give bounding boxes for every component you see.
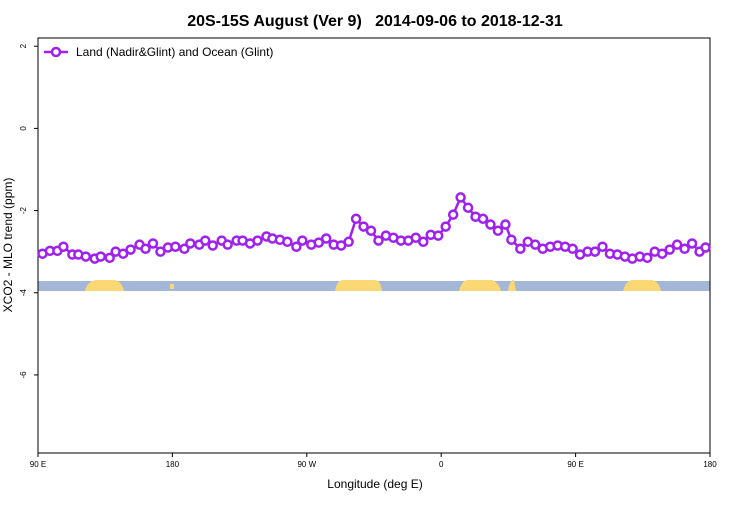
point xyxy=(104,252,115,264)
point xyxy=(686,238,698,249)
point xyxy=(567,243,578,255)
point xyxy=(222,239,233,250)
point xyxy=(365,225,377,236)
point xyxy=(170,241,181,252)
point xyxy=(485,219,496,230)
point xyxy=(597,241,608,252)
y-tick-label: 0 xyxy=(19,126,28,131)
point xyxy=(462,202,474,213)
legend-marker xyxy=(50,46,62,58)
chart-title: 20S-15S August (Ver 9) 2014-09-06 to 201… xyxy=(187,13,563,30)
point xyxy=(343,236,354,248)
point xyxy=(373,235,384,246)
x-tick-label: 90 E xyxy=(567,460,583,469)
point xyxy=(492,225,504,236)
point xyxy=(80,251,92,262)
point xyxy=(664,244,675,255)
point xyxy=(671,239,683,250)
point xyxy=(207,240,218,251)
point xyxy=(185,238,196,249)
land-ocean-strip xyxy=(38,279,710,291)
point xyxy=(477,213,489,225)
point xyxy=(252,235,263,246)
x-tick-label: 180 xyxy=(703,460,717,469)
y-tick-label: -2 xyxy=(19,206,28,214)
point xyxy=(95,251,106,262)
point xyxy=(200,235,211,246)
point xyxy=(313,237,324,248)
point xyxy=(700,242,711,253)
point xyxy=(515,243,526,255)
y-tick-label: -6 xyxy=(19,371,28,379)
legend-label: Land (Nadir&Glint) and Ocean (Glint) xyxy=(76,45,273,59)
point xyxy=(291,241,302,252)
point xyxy=(320,233,332,244)
point xyxy=(418,236,429,248)
point xyxy=(642,252,653,264)
point xyxy=(530,239,541,250)
point xyxy=(140,243,151,255)
point xyxy=(656,248,668,259)
y-axis-label: XCO2 - MLO trend (ppm) xyxy=(1,178,15,313)
point xyxy=(147,238,159,249)
point xyxy=(440,221,451,232)
point xyxy=(589,246,601,257)
point xyxy=(432,230,444,241)
x-axis-label: Longitude (deg E) xyxy=(327,477,422,491)
x-tick-label: 0 xyxy=(439,460,444,469)
y-tick-label: -4 xyxy=(19,289,28,297)
x-tick-label: 90 E xyxy=(30,460,46,469)
point xyxy=(358,221,369,232)
x-tick-label: 180 xyxy=(166,460,180,469)
point xyxy=(125,244,136,255)
y-tick-label: 2 xyxy=(19,43,28,48)
point xyxy=(455,192,466,203)
point xyxy=(58,241,69,252)
point xyxy=(447,209,459,220)
point xyxy=(155,246,166,257)
point xyxy=(297,235,308,246)
point xyxy=(500,219,511,230)
point xyxy=(506,234,517,245)
x-tick-label: 90 W xyxy=(297,460,316,469)
point xyxy=(410,232,422,243)
point xyxy=(679,243,690,255)
point xyxy=(282,236,293,248)
point xyxy=(350,213,362,225)
point xyxy=(117,248,129,259)
